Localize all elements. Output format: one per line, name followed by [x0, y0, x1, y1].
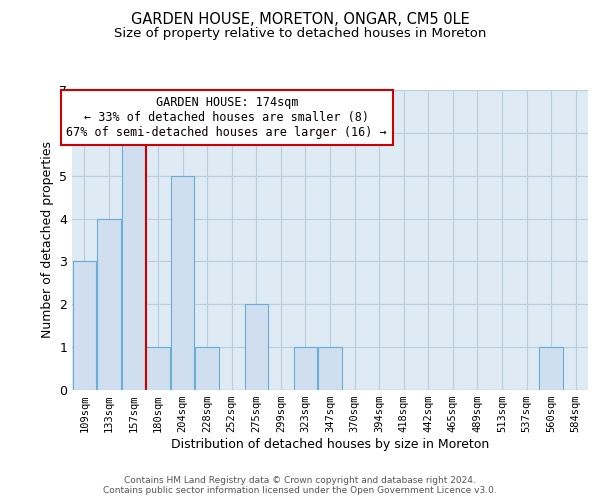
Bar — [122, 133, 145, 390]
Text: GARDEN HOUSE, MORETON, ONGAR, CM5 0LE: GARDEN HOUSE, MORETON, ONGAR, CM5 0LE — [131, 12, 469, 28]
Text: GARDEN HOUSE: 174sqm
← 33% of detached houses are smaller (8)
67% of semi-detach: GARDEN HOUSE: 174sqm ← 33% of detached h… — [67, 96, 387, 139]
X-axis label: Distribution of detached houses by size in Moreton: Distribution of detached houses by size … — [171, 438, 489, 451]
Bar — [319, 347, 341, 390]
Bar — [245, 304, 268, 390]
Bar — [73, 262, 96, 390]
Bar — [196, 347, 219, 390]
Bar — [146, 347, 170, 390]
Text: Contains HM Land Registry data © Crown copyright and database right 2024.
Contai: Contains HM Land Registry data © Crown c… — [103, 476, 497, 495]
Bar — [539, 347, 563, 390]
Bar — [171, 176, 194, 390]
Bar — [97, 218, 121, 390]
Text: Size of property relative to detached houses in Moreton: Size of property relative to detached ho… — [114, 28, 486, 40]
Bar — [294, 347, 317, 390]
Y-axis label: Number of detached properties: Number of detached properties — [41, 142, 53, 338]
